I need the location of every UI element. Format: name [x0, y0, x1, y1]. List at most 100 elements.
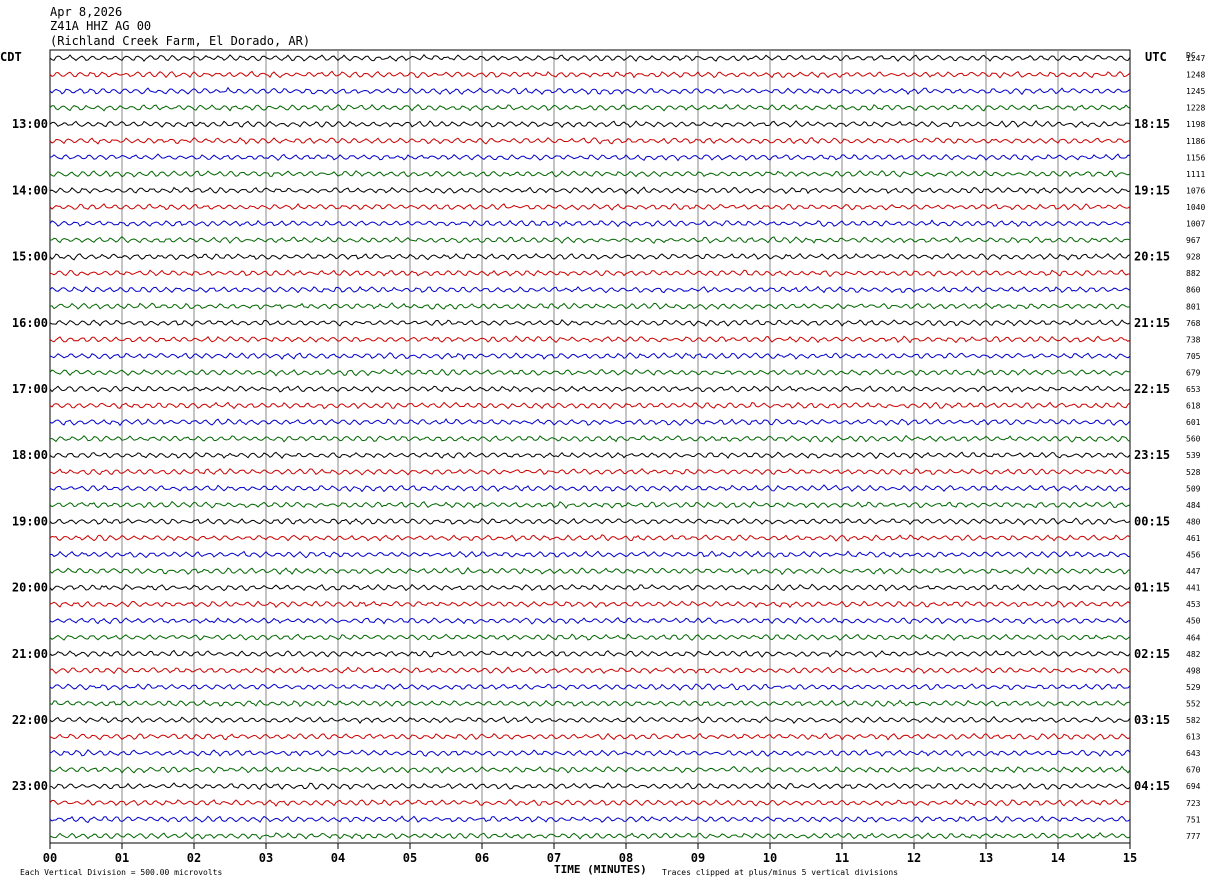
trace-line-42: [49, 732, 1131, 741]
x-tick-label-09: 09: [691, 851, 705, 865]
dc-offset-value: 618: [1186, 402, 1201, 411]
dc-offset-value: 1040: [1186, 203, 1205, 212]
x-tick-label-03: 03: [259, 851, 273, 865]
trace-line-20: [49, 368, 1130, 377]
right-hour-label: 19:15: [1134, 183, 1170, 197]
trace-line-31: [49, 550, 1131, 559]
dc-offset-value: 539: [1186, 451, 1201, 460]
trace-line-21: [49, 385, 1131, 393]
trace-line-47: [49, 815, 1131, 824]
dc-offset-value: 509: [1186, 484, 1201, 493]
trace-line-36: [49, 633, 1131, 641]
dc-offset-value: 560: [1186, 435, 1201, 444]
x-tick-label-02: 02: [187, 851, 201, 865]
right-hour-labels: 18:15 19:15 20:15 21:15 22:15 23:15 00:15 01:15…: [1134, 117, 1170, 793]
trace-line-45: [49, 782, 1131, 790]
left-hour-label: 15:00: [12, 250, 48, 264]
x-axis-ticks: 00 01 02 03 04 05 06 07 08 09 10 11 12 13 14 15: [43, 843, 1137, 865]
dc-offset-value: 456: [1186, 551, 1201, 560]
dc-offset-value: 705: [1186, 352, 1201, 361]
right-hour-label: 22:15: [1134, 382, 1170, 396]
dc-offset-value: 1007: [1186, 220, 1205, 229]
dc-offset-value: 453: [1186, 600, 1201, 609]
trace-line-37: [49, 649, 1131, 658]
x-tick-label-13: 13: [979, 851, 993, 865]
x-tick-label-15: 15: [1123, 851, 1137, 865]
dc-offset-value: 613: [1186, 733, 1201, 742]
trace-line-22: [49, 401, 1131, 410]
trace-line-30: [49, 534, 1131, 542]
x-axis-label: TIME (MINUTES): [554, 863, 647, 876]
trace-line-32: [49, 566, 1131, 576]
x-tick-label-00: 00: [43, 851, 57, 865]
left-hour-label: 21:00: [12, 647, 48, 661]
trace-line-13: [49, 252, 1131, 261]
dc-offset-value: 1247: [1186, 54, 1205, 63]
trace-line-14: [49, 269, 1130, 278]
trace-line-4: [49, 103, 1131, 112]
right-hour-label: 00:15: [1134, 514, 1170, 528]
dc-offset-value: 768: [1186, 319, 1201, 328]
dc-offset-value: 694: [1186, 782, 1201, 791]
dc-offset-value: 1228: [1186, 104, 1205, 113]
trace-line-10: [49, 203, 1131, 211]
dc-offset-value: 751: [1186, 815, 1201, 824]
trace-line-1: [49, 54, 1131, 62]
trace-line-38: [49, 666, 1131, 675]
dc-offset-value: 464: [1186, 633, 1201, 642]
trace-line-34: [49, 600, 1131, 609]
dc-offset-value: 601: [1186, 418, 1201, 427]
left-hour-label: 13:00: [12, 117, 48, 131]
left-hour-label: 14:00: [12, 183, 48, 197]
x-tick-label-08: 08: [619, 851, 633, 865]
trace-line-9: [49, 186, 1131, 195]
left-timezone-label: CDT: [0, 50, 22, 64]
dc-offset-value: 1156: [1186, 153, 1205, 162]
dc-offset-value: 738: [1186, 335, 1201, 344]
dc-offset-value: 1076: [1186, 186, 1205, 195]
x-tick-label-06: 06: [475, 851, 489, 865]
dc-offset-value: 498: [1186, 666, 1201, 675]
left-hour-label: 20:00: [12, 581, 48, 595]
trace-line-8: [49, 170, 1131, 178]
trace-line-33: [49, 583, 1131, 592]
left-hour-label: 23:00: [12, 779, 48, 793]
trace-line-24: [49, 434, 1131, 443]
dc-offset-header: DC: [1186, 51, 1196, 60]
right-hour-label: 01:15: [1134, 581, 1170, 595]
right-hour-label: 20:15: [1134, 250, 1170, 264]
dc-offset-value: 529: [1186, 683, 1201, 692]
trace-line-12: [49, 236, 1131, 244]
right-hour-label: 04:15: [1134, 779, 1170, 793]
dc-offset-value: 882: [1186, 269, 1201, 278]
x-tick-label-14: 14: [1051, 851, 1065, 865]
x-tick-label-07: 07: [547, 851, 561, 865]
dc-offset-value: 582: [1186, 716, 1201, 725]
left-hour-label: 18:00: [12, 448, 48, 462]
trace-line-23: [49, 418, 1131, 427]
dc-offset-value: 1198: [1186, 120, 1205, 129]
dc-offset-value: 643: [1186, 749, 1201, 758]
scale-note: Each Vertical Division = 500.00 microvol…: [20, 868, 222, 877]
trace-line-26: [49, 467, 1131, 476]
x-tick-label-04: 04: [331, 851, 345, 865]
trace-lines: [49, 54, 1131, 840]
dc-offset-value: 552: [1186, 699, 1201, 708]
x-tick-label-01: 01: [115, 851, 129, 865]
trace-line-2: [49, 70, 1131, 79]
trace-line-28: [49, 500, 1131, 509]
left-hour-labels: 13:00 14:00 15:00 16:00 17:00 18:00 19:00 20:00…: [12, 117, 48, 793]
trace-line-43: [49, 749, 1131, 757]
trace-line-40: [49, 699, 1131, 708]
trace-line-18: [49, 335, 1131, 344]
dc-offset-value: 1186: [1186, 137, 1205, 146]
dc-offset-value: 441: [1186, 584, 1201, 593]
trace-line-46: [49, 798, 1131, 807]
trace-line-48: [49, 832, 1131, 840]
right-hour-label: 18:15: [1134, 117, 1170, 131]
right-hour-label: 21:15: [1134, 316, 1170, 330]
station-location: (Richland Creek Farm, El Dorado, AR): [50, 34, 310, 48]
dc-offset-value: 777: [1186, 832, 1201, 841]
trace-line-6: [49, 136, 1131, 145]
time-gridlines: [121, 50, 1059, 843]
